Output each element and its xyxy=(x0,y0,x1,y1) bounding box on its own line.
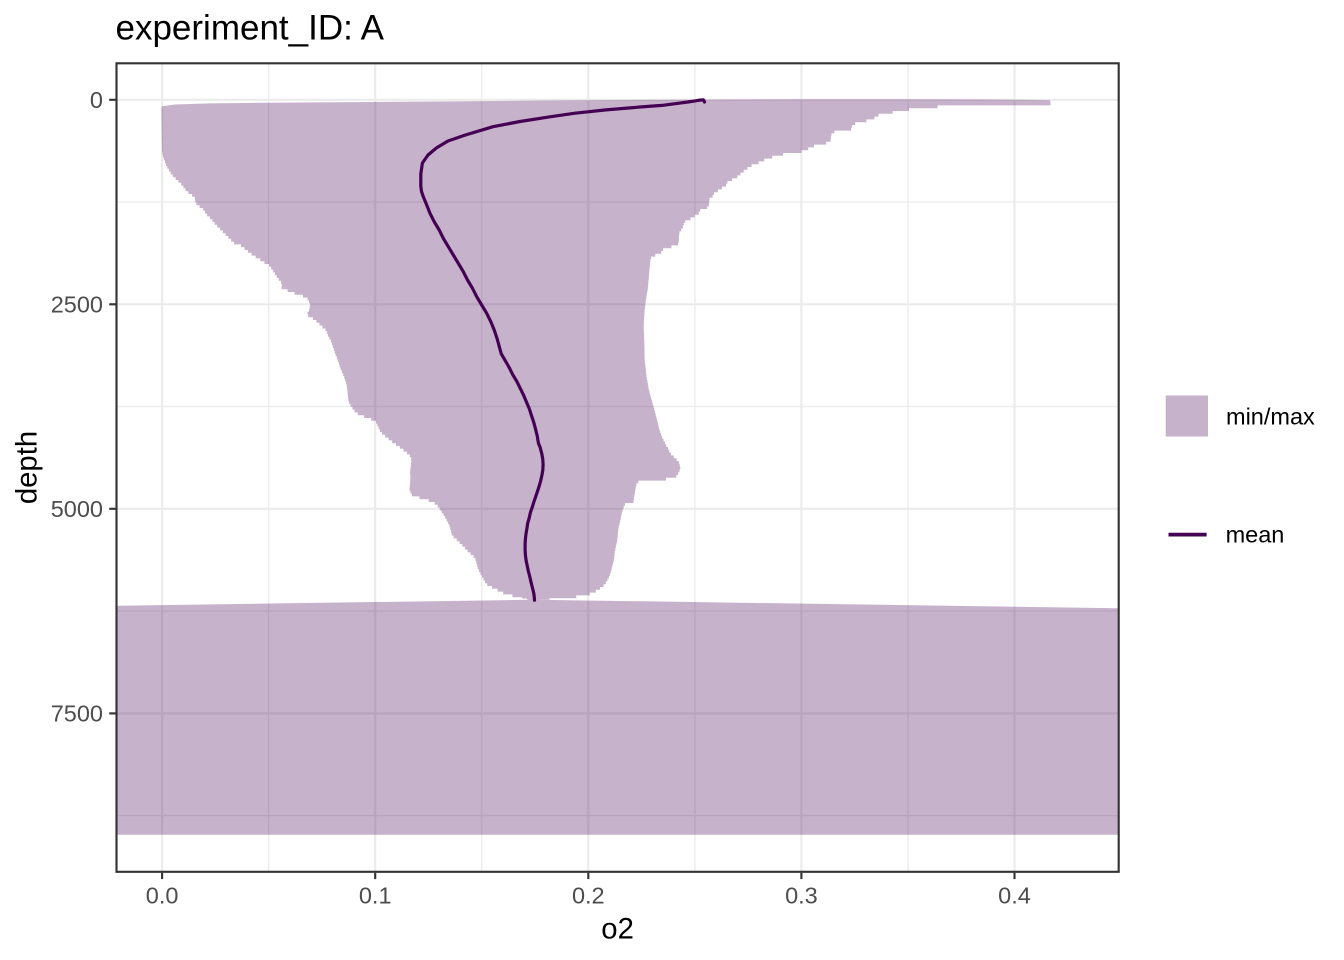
svg-text:experiment_ID: A: experiment_ID: A xyxy=(116,9,385,48)
svg-text:depth: depth xyxy=(11,431,44,504)
svg-text:0.3: 0.3 xyxy=(785,883,818,909)
svg-text:0.2: 0.2 xyxy=(572,883,605,909)
svg-text:2500: 2500 xyxy=(51,291,103,317)
svg-text:o2: o2 xyxy=(601,913,634,946)
svg-text:0: 0 xyxy=(90,87,103,113)
svg-text:5000: 5000 xyxy=(51,496,103,522)
svg-text:0.0: 0.0 xyxy=(146,883,179,909)
svg-text:7500: 7500 xyxy=(51,700,103,726)
svg-text:0.1: 0.1 xyxy=(359,883,392,909)
svg-text:0.4: 0.4 xyxy=(998,883,1031,909)
svg-text:min/max: min/max xyxy=(1226,404,1315,430)
svg-text:mean: mean xyxy=(1226,522,1285,548)
